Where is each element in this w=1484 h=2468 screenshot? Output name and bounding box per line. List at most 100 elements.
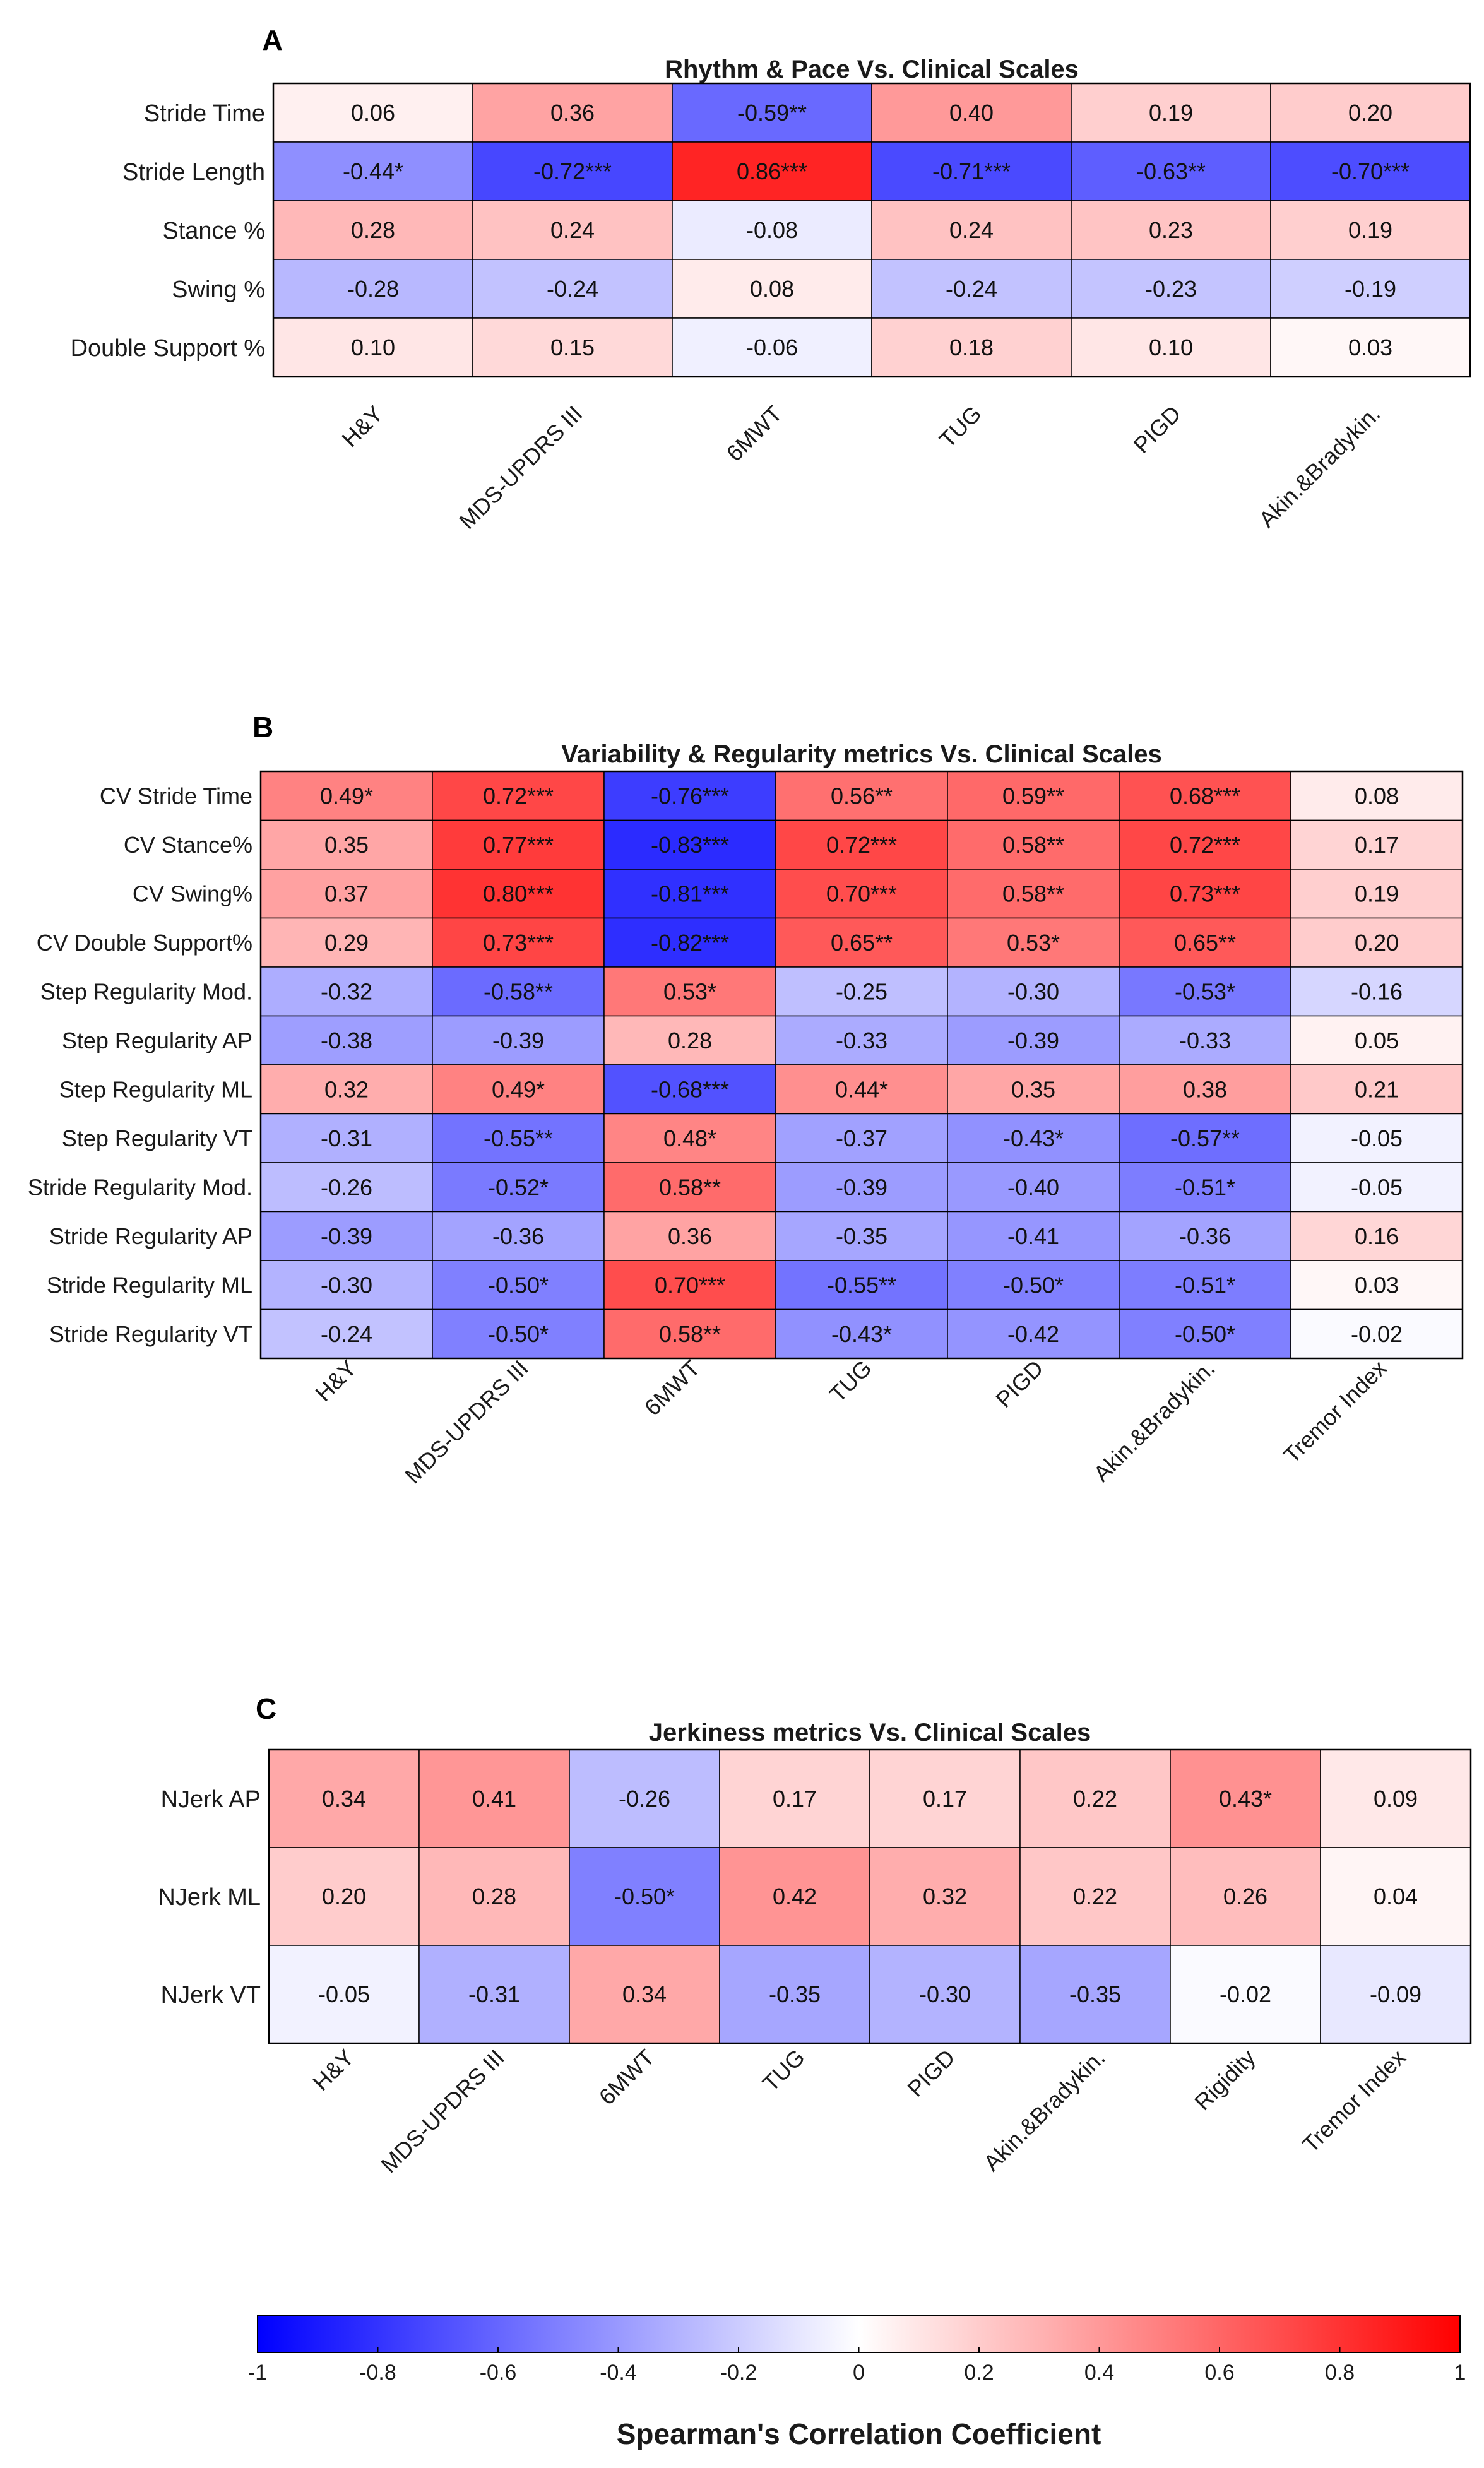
cell-value-label: 0.42	[773, 1884, 817, 1909]
colorbar-tick-label: 0.4	[1084, 2361, 1114, 2385]
cell-value-label: -0.37	[836, 1125, 887, 1151]
cell-value-label: 0.58**	[1002, 832, 1064, 858]
heatmap-cell	[1071, 317, 1271, 377]
cell-value-label: -0.43*	[1003, 1125, 1064, 1151]
cell-value-label: -0.38	[321, 1028, 372, 1053]
heatmap-cell	[871, 83, 1072, 143]
column-label: PIGD	[1128, 401, 1185, 458]
column-label: PIGD	[990, 1355, 1048, 1413]
heatmap-cell	[1290, 917, 1463, 968]
heatmap-cell	[775, 1162, 948, 1213]
heatmap-cell	[569, 1749, 720, 1848]
cell-value-label: -0.35	[836, 1223, 887, 1249]
cell-value-label: 0.26	[1223, 1884, 1267, 1909]
cell-value-label: 0.77***	[483, 832, 554, 858]
row-label: CV Double Support%	[37, 930, 252, 956]
heatmap-cell	[871, 141, 1072, 201]
row-label: Step Regularity ML	[59, 1076, 252, 1102]
cell-value-label: 0.23	[1149, 217, 1193, 243]
heatmap-cell	[1119, 1308, 1291, 1359]
cell-value-label: 0.80***	[483, 881, 554, 906]
heatmap-cell	[418, 1945, 570, 2044]
heatmap-cell	[947, 1260, 1120, 1310]
cell-value-label: -0.72***	[533, 158, 612, 184]
cell-value-label: -0.51*	[1175, 1174, 1235, 1200]
colorbar-label: Spearman's Correlation Coefficient	[617, 2418, 1101, 2450]
heatmap-cell	[432, 1015, 605, 1065]
cell-value-label: 0.59**	[1002, 783, 1064, 809]
colorbar-tick-label: 0.6	[1204, 2361, 1234, 2385]
cell-value-label: 0.24	[949, 217, 994, 243]
heatmap-cell	[432, 917, 605, 968]
cell-value-label: 0.35	[1011, 1076, 1055, 1102]
heatmap-cell	[603, 1113, 776, 1163]
colorbar-gradient	[257, 2315, 1461, 2353]
cell-value-label: 0.22	[1073, 1786, 1117, 1812]
cell-value-label: -0.55**	[484, 1125, 553, 1151]
panel-c: C Jerkiness metrics Vs. Clinical Scales 0.…	[158, 1692, 1472, 2178]
heatmap-cell	[869, 1945, 1021, 2044]
cell-value-label: 0.20	[322, 1884, 366, 1909]
heatmap-cell	[871, 259, 1072, 319]
heatmap-cell	[603, 1308, 776, 1359]
heatmap-cell	[569, 1945, 720, 2044]
column-label: TUG	[824, 1355, 877, 1408]
cell-value-label: -0.76***	[651, 783, 729, 809]
cell-value-label: -0.58**	[484, 978, 553, 1004]
row-label: CV Stride Time	[100, 783, 252, 809]
row-label: NJerk VT	[161, 1982, 261, 2008]
heatmap-cell	[260, 1064, 433, 1115]
cell-value-label: -0.02	[1220, 1981, 1271, 2007]
cell-value-label: 0.19	[1149, 100, 1193, 126]
heatmap-cell	[1170, 1945, 1321, 2044]
cell-value-label: -0.39	[836, 1174, 887, 1200]
cell-value-label: 0.58**	[1002, 881, 1064, 906]
cell-value-label: -0.35	[1069, 1981, 1121, 2007]
cell-value-label: 0.20	[1355, 930, 1399, 956]
colorbar-tick-label: -0.2	[720, 2361, 757, 2385]
cell-value-label: -0.39	[321, 1223, 372, 1249]
cell-value-label: 0.28	[351, 217, 395, 243]
cell-value-label: 0.17	[773, 1786, 817, 1812]
panel-title: Rhythm & Pace Vs. Clinical Scales	[665, 56, 1079, 83]
cell-value-label: 0.48*	[663, 1125, 716, 1151]
cell-value-label: -0.43*	[831, 1321, 892, 1347]
colorbar: -1 -0.8 -0.6 -0.4 -0.2 0 0.2 0.4 0.6 0.8 1 Spearman…	[248, 2315, 1466, 2450]
column-label: 6MWT	[594, 2044, 660, 2110]
heatmap-cell	[775, 869, 948, 919]
heatmap-cell	[947, 771, 1120, 821]
heatmap-cell	[1119, 1064, 1291, 1115]
heatmap-cell	[1119, 869, 1291, 919]
heatmap-cell	[273, 317, 473, 377]
cell-value-label: -0.30	[919, 1981, 971, 2007]
row-label: Step Regularity Mod.	[40, 978, 252, 1004]
row-label: Stride Regularity Mod.	[28, 1174, 252, 1200]
cell-value-label: 0.72***	[826, 832, 897, 858]
heatmap-cell	[1119, 1211, 1291, 1261]
cell-value-label: -0.16	[1351, 978, 1403, 1004]
heatmap-cell	[1119, 917, 1291, 968]
cell-value-label: -0.50*	[1175, 1321, 1235, 1347]
column-label: H&Y	[310, 1355, 361, 1406]
heatmap-cell	[472, 200, 673, 260]
heatmap-cell	[672, 259, 872, 319]
cell-value-label: 0.15	[550, 335, 595, 360]
heatmap-cell	[871, 317, 1072, 377]
heatmap-cell	[472, 141, 673, 201]
heatmap-cell	[603, 1015, 776, 1065]
heatmap-cell	[1290, 869, 1463, 919]
row-label: Step Regularity AP	[62, 1028, 252, 1053]
cell-value-label: -0.50*	[614, 1884, 675, 1909]
cell-value-label: 0.72***	[483, 783, 554, 809]
cell-value-label: 0.72***	[1170, 832, 1240, 858]
heatmap-cell	[1320, 1847, 1471, 1946]
colorbar-tick-label: -0.8	[359, 2361, 396, 2385]
cell-value-label: 0.70***	[826, 881, 897, 906]
colorbar-tick-label: -1	[248, 2361, 267, 2385]
cell-value-label: 0.34	[622, 1981, 667, 2007]
heatmap-cell	[418, 1847, 570, 1946]
column-label: Akin.&Bradykin.	[1088, 1355, 1220, 1487]
cell-value-label: 0.41	[472, 1786, 516, 1812]
heatmap-border	[268, 1748, 1472, 2044]
